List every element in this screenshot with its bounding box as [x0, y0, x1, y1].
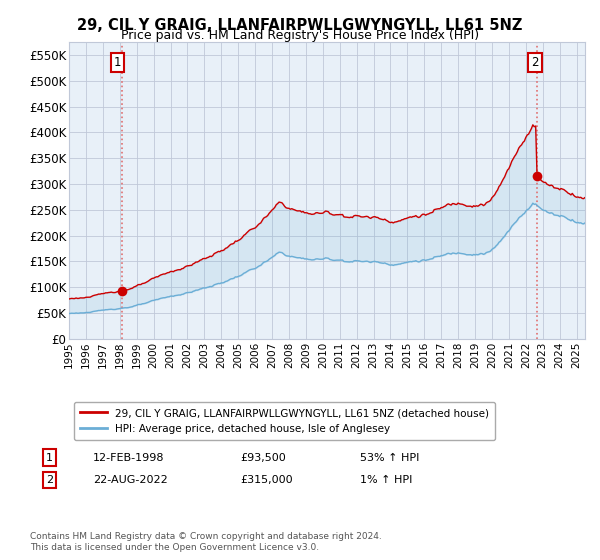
Text: 2: 2 [46, 475, 53, 485]
Text: 12-FEB-1998: 12-FEB-1998 [93, 452, 164, 463]
Text: 1: 1 [46, 452, 53, 463]
Text: Price paid vs. HM Land Registry's House Price Index (HPI): Price paid vs. HM Land Registry's House … [121, 29, 479, 42]
Text: 29, CIL Y GRAIG, LLANFAIRPWLLGWYNGYLL, LL61 5NZ: 29, CIL Y GRAIG, LLANFAIRPWLLGWYNGYLL, L… [77, 18, 523, 33]
Text: Contains HM Land Registry data © Crown copyright and database right 2024.
This d: Contains HM Land Registry data © Crown c… [30, 532, 382, 552]
Text: £93,500: £93,500 [240, 452, 286, 463]
Text: 53% ↑ HPI: 53% ↑ HPI [360, 452, 419, 463]
Text: 2: 2 [532, 56, 539, 69]
Text: 22-AUG-2022: 22-AUG-2022 [93, 475, 168, 485]
Text: £315,000: £315,000 [240, 475, 293, 485]
Text: 1% ↑ HPI: 1% ↑ HPI [360, 475, 412, 485]
Legend: 29, CIL Y GRAIG, LLANFAIRPWLLGWYNGYLL, LL61 5NZ (detached house), HPI: Average p: 29, CIL Y GRAIG, LLANFAIRPWLLGWYNGYLL, L… [74, 402, 495, 440]
Text: 1: 1 [113, 56, 121, 69]
